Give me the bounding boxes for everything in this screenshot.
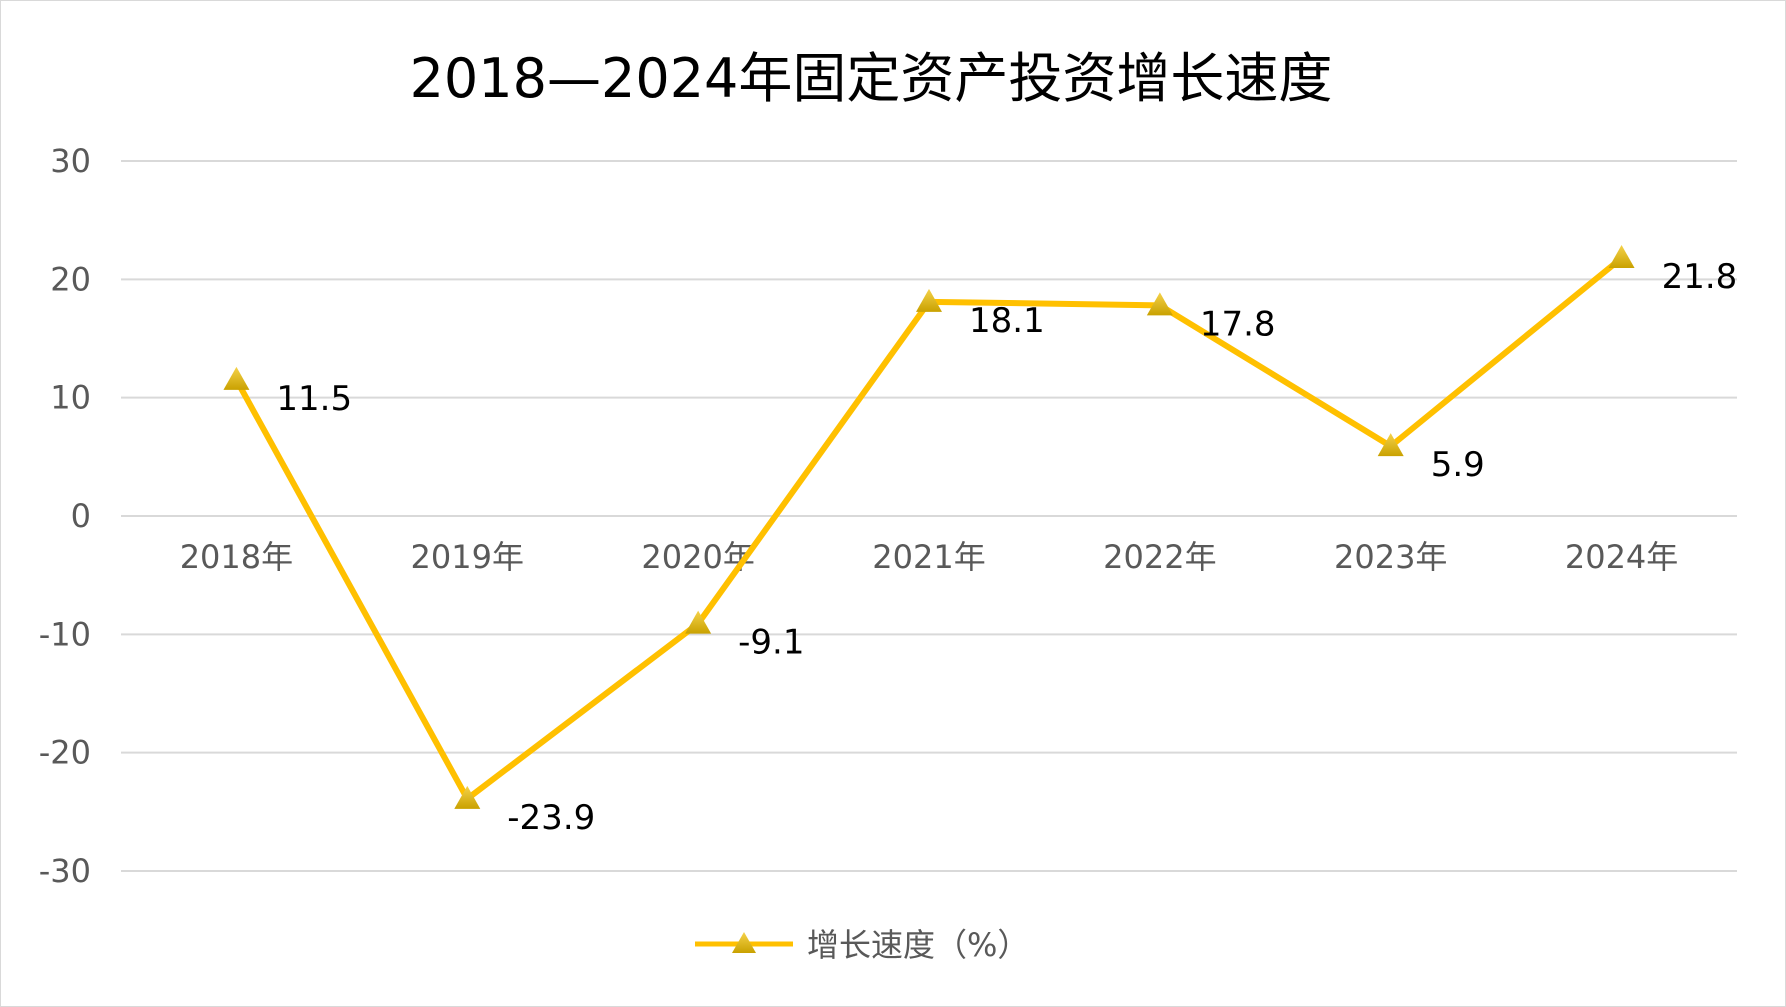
series-line <box>233 255 1624 802</box>
data-point <box>454 785 481 809</box>
data-label: 18.1 <box>969 301 1045 341</box>
y-tick-label: -30 <box>39 852 91 890</box>
gridlines <box>121 160 1737 872</box>
data-point <box>685 610 712 634</box>
data-point <box>223 366 250 390</box>
y-tick-label: 20 <box>50 260 91 298</box>
data-point <box>916 288 942 312</box>
data-labels: 11.5 -23.9 -9.1 18.1 17.8 5.9 21.8 <box>276 257 1737 838</box>
chart-title: 2018—2024年固定资产投资增长速度 <box>410 47 1333 110</box>
data-point <box>1377 433 1404 457</box>
data-label: 21.8 <box>1662 257 1738 297</box>
data-label: 11.5 <box>276 379 352 419</box>
legend-marker-triangle <box>732 932 756 953</box>
series-layer <box>223 245 1635 809</box>
x-tick-label: 2019年 <box>411 538 524 576</box>
y-tick-label: -10 <box>39 615 91 653</box>
x-tick-label: 2023年 <box>1334 538 1447 576</box>
x-tick-label: 2024年 <box>1565 538 1678 576</box>
data-point <box>1608 245 1635 269</box>
legend: 增长速度（%） <box>695 926 1029 964</box>
x-axis-ticks: 2018年 2019年 2020年 2021年 2022年 2023年 2024年 <box>180 538 1679 576</box>
data-label: -9.1 <box>738 623 804 663</box>
legend-entry: 增长速度（%） <box>807 926 1029 964</box>
data-label: -23.9 <box>507 798 595 838</box>
x-tick-label: 2018年 <box>180 538 293 576</box>
x-tick-label: 2022年 <box>1103 538 1216 576</box>
y-tick-label: 30 <box>50 142 91 180</box>
data-label: 5.9 <box>1431 445 1485 485</box>
y-axis-ticks: 30 20 10 0 -10 -20 -30 <box>39 142 91 890</box>
y-tick-label: 0 <box>71 497 91 535</box>
y-tick-label: -20 <box>39 734 91 772</box>
data-label: 17.8 <box>1200 304 1276 344</box>
y-tick-label: 10 <box>50 379 91 417</box>
x-tick-label: 2021年 <box>872 538 985 576</box>
data-point <box>1146 292 1173 316</box>
